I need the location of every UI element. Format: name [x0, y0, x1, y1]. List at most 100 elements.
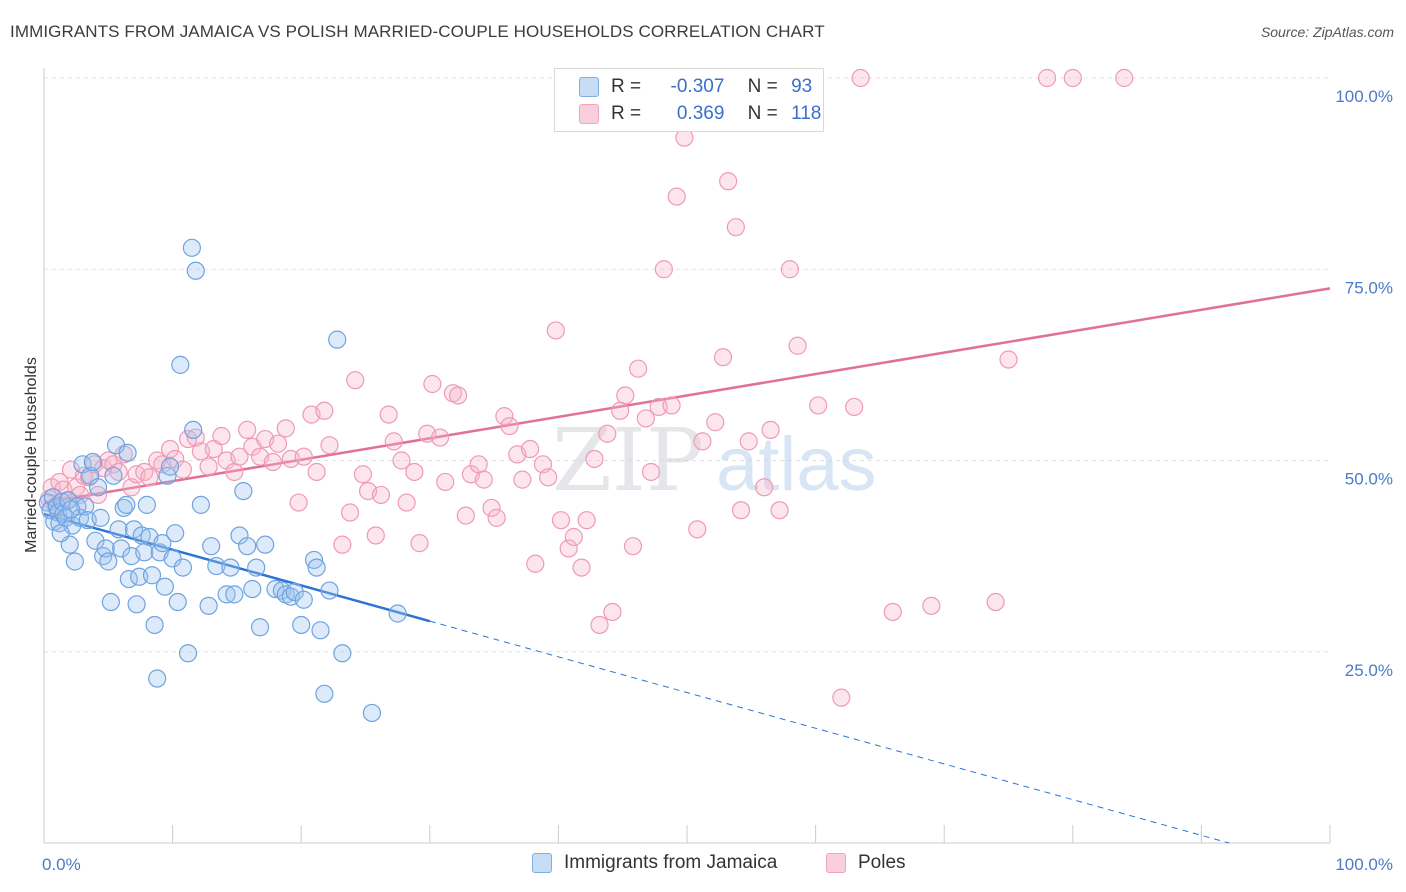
y-tick-label: 25.0% — [1345, 661, 1393, 680]
data-point-poles — [693, 432, 712, 451]
data-point-poles — [688, 520, 707, 539]
data-point-poles — [268, 434, 288, 453]
data-point-poles — [487, 508, 506, 527]
data-point-poles — [788, 336, 807, 355]
data-point-jamaica — [191, 495, 210, 514]
data-point-poles — [883, 602, 902, 622]
points-poles — [40, 68, 1134, 707]
data-point-jamaica — [238, 537, 257, 556]
data-point-jamaica — [247, 558, 266, 577]
data-point-jamaica — [142, 566, 162, 585]
data-point-poles — [1115, 68, 1134, 88]
data-point-poles — [726, 218, 745, 237]
data-point-jamaica — [145, 615, 164, 635]
data-point-jamaica — [333, 644, 352, 663]
data-point-poles — [526, 554, 545, 573]
data-point-jamaica — [135, 543, 154, 562]
data-point-poles — [654, 260, 673, 279]
data-point-poles — [423, 374, 442, 394]
data-point-jamaica — [163, 549, 182, 568]
data-point-jamaica — [168, 592, 187, 612]
data-point-poles — [474, 470, 493, 489]
data-point-poles — [590, 615, 609, 635]
data-point-poles — [922, 596, 941, 615]
data-point-poles — [1063, 68, 1082, 88]
data-point-jamaica — [221, 558, 240, 577]
data-point-poles — [577, 511, 596, 530]
source-label: Source: ZipAtlas.com — [1260, 24, 1394, 40]
legend-n-value: 118 — [791, 103, 822, 124]
data-point-poles — [546, 321, 565, 340]
data-point-poles — [135, 462, 154, 482]
watermark-atlas: atlas — [716, 422, 877, 507]
points-jamaica — [38, 238, 407, 723]
data-point-jamaica — [61, 500, 81, 519]
data-point-jamaica — [320, 581, 339, 600]
data-point-jamaica — [88, 478, 108, 497]
data-point-poles — [430, 428, 450, 447]
data-point-poles — [346, 371, 365, 390]
data-point-jamaica — [160, 457, 180, 476]
data-point-poles — [809, 396, 828, 415]
data-point-jamaica — [117, 495, 136, 514]
data-point-poles — [371, 485, 391, 505]
data-point-poles — [662, 396, 681, 415]
trend-line-solid — [43, 512, 431, 623]
tick-labels: 25.0% 50.0% 75.0% 100.0% 0.0% 100.0% — [42, 87, 1393, 874]
data-point-jamaica — [388, 604, 407, 623]
data-point-poles — [436, 472, 455, 492]
legend-swatch-poles — [579, 104, 599, 124]
data-point-poles — [564, 527, 583, 547]
axes — [43, 68, 1331, 844]
data-point-jamaica — [266, 579, 285, 599]
y-axis-title: Married-couple Households — [23, 357, 40, 553]
y-tick-label: 50.0% — [1345, 470, 1393, 489]
stats-legend: R = -0.307 N = 93 R = 0.369 N = 118 — [554, 68, 824, 132]
watermark: ZIP atlas — [552, 411, 877, 511]
data-point-jamaica — [112, 539, 131, 558]
data-point-poles — [199, 457, 218, 476]
data-point-poles — [392, 451, 411, 470]
data-point-poles — [623, 537, 643, 556]
data-point-poles — [780, 260, 799, 279]
data-point-jamaica — [199, 596, 218, 615]
data-point-poles — [611, 401, 630, 420]
data-point-poles — [397, 493, 416, 512]
data-point-jamaica — [207, 556, 226, 576]
data-point-jamaica — [65, 552, 84, 571]
data-point-jamaica — [99, 552, 118, 571]
series-swatch-poles — [826, 853, 846, 873]
data-point-poles — [230, 447, 249, 466]
data-point-poles — [986, 592, 1005, 612]
data-point-poles — [88, 485, 108, 505]
data-point-jamaica — [234, 482, 253, 501]
data-point-jamaica — [104, 466, 123, 485]
data-point-poles — [719, 172, 738, 191]
trend-line-poles — [43, 287, 1331, 504]
data-point-jamaica — [186, 261, 205, 280]
chart-title: IMMIGRANTS FROM JAMAICA VS POLISH MARRIE… — [10, 22, 825, 41]
legend-r-value: -0.307 — [670, 76, 725, 97]
data-point-poles — [456, 506, 475, 525]
data-point-jamaica — [76, 497, 95, 516]
data-point-jamaica — [155, 577, 174, 596]
data-point-poles — [572, 558, 591, 577]
data-point-poles — [482, 498, 501, 518]
data-point-poles — [551, 511, 571, 530]
data-point-poles — [70, 485, 90, 505]
data-point-poles — [384, 432, 403, 451]
data-point-jamaica — [362, 703, 382, 723]
data-point-poles — [333, 535, 352, 554]
data-point-poles — [845, 397, 864, 417]
data-point-poles — [353, 465, 373, 484]
data-point-poles — [320, 436, 339, 455]
data-point-jamaica — [315, 684, 334, 703]
data-point-jamaica — [311, 621, 330, 640]
data-point-poles — [739, 432, 758, 451]
data-point-poles — [603, 602, 622, 622]
data-point-jamaica — [250, 618, 270, 637]
data-point-jamaica — [292, 615, 311, 635]
data-point-jamaica — [118, 443, 137, 462]
data-point-poles — [832, 688, 851, 707]
